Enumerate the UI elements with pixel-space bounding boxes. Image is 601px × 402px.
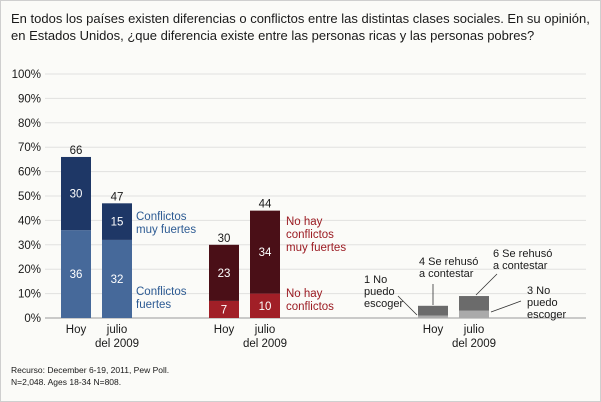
x-tick-label: julio	[106, 324, 127, 336]
annotation-label: a contestar	[419, 268, 474, 280]
x-tick-label: del 2009	[452, 338, 496, 350]
annotation-label: 1 No	[364, 274, 387, 286]
annotation-label: 4 Se rehusó	[419, 256, 478, 268]
bar-segment-top	[418, 305, 448, 316]
bar-segment-top	[250, 210, 280, 294]
y-tick-label: 80%	[18, 118, 41, 130]
y-tick-label: 20%	[18, 264, 41, 276]
source-line-1: Recurso: December 6-19, 2011, Pew Poll.	[11, 365, 170, 375]
legend-label: Conflictos	[136, 211, 187, 223]
legend-label: Conflictos	[136, 286, 187, 298]
annotation-label: puedo	[364, 286, 395, 298]
x-tick-label: Hoy	[214, 324, 235, 336]
x-tick-label: Hoy	[423, 324, 444, 336]
annotation-label: escoger	[527, 309, 566, 321]
legend-label: conflictos	[286, 229, 334, 241]
data-label: 7	[221, 304, 227, 316]
data-label: 32	[111, 274, 124, 286]
y-tick-label: 70%	[18, 142, 41, 154]
source-note: Recurso: December 6-19, 2011, Pew Poll. …	[11, 364, 311, 388]
bar-segment-bottom	[209, 300, 239, 318]
annotation-label: a contestar	[493, 260, 548, 272]
annotation-leader	[397, 295, 418, 316]
legend-label: conflictos	[286, 301, 334, 313]
data-label: 36	[70, 269, 83, 281]
total-label: 30	[218, 233, 231, 245]
bar-segment-top	[102, 203, 132, 240]
y-tick-label: 0%	[24, 313, 41, 325]
legend-label: No hay	[286, 288, 323, 300]
y-tick-label: 90%	[18, 93, 41, 105]
annotation-label: escoger	[364, 298, 403, 310]
annotation-leader	[475, 273, 498, 296]
data-label: 34	[259, 247, 272, 259]
data-label: 15	[111, 217, 124, 229]
bar-segment-bottom	[61, 230, 91, 318]
bar-segment-top	[61, 156, 91, 231]
y-tick-label: 40%	[18, 215, 41, 227]
y-tick-label: 100%	[12, 69, 41, 81]
bar-segment-bottom	[102, 239, 132, 318]
y-tick-label: 60%	[18, 167, 41, 179]
bar-segment-top	[459, 296, 489, 311]
bar-segment-bottom	[418, 315, 448, 318]
legend-label: No hay	[286, 216, 323, 228]
total-label: 66	[70, 145, 83, 157]
bar-segment-top	[209, 244, 239, 301]
legend-label: muy fuertes	[136, 224, 196, 236]
annotation-label: puedo	[527, 297, 558, 309]
x-tick-label: julio	[463, 324, 484, 336]
y-tick-label: 10%	[18, 289, 41, 301]
x-tick-label: julio	[254, 324, 275, 336]
x-tick-label: del 2009	[95, 338, 139, 350]
annotation-label: 3 No	[527, 285, 550, 297]
data-label: 10	[259, 301, 272, 313]
chart-title: En todos los países existen diferencias …	[11, 11, 590, 43]
data-label: 30	[70, 189, 83, 201]
x-tick-label: del 2009	[243, 338, 287, 350]
bar-segment-bottom	[459, 310, 489, 318]
total-label: 47	[111, 191, 124, 203]
legend-label: muy fuertes	[286, 242, 346, 254]
bar-segment-bottom	[250, 293, 280, 318]
y-tick-label: 50%	[18, 191, 41, 203]
x-tick-label: Hoy	[66, 324, 87, 336]
total-label: 44	[259, 199, 272, 211]
annotation-label: 6 Se rehusó	[493, 248, 552, 260]
source-line-2: N=2,048. Ages 18-34 N=808.	[11, 377, 122, 387]
legend-label: fuertes	[136, 299, 171, 311]
y-tick-label: 30%	[18, 240, 41, 252]
annotation-leader	[490, 300, 522, 313]
data-label: 23	[218, 268, 231, 280]
